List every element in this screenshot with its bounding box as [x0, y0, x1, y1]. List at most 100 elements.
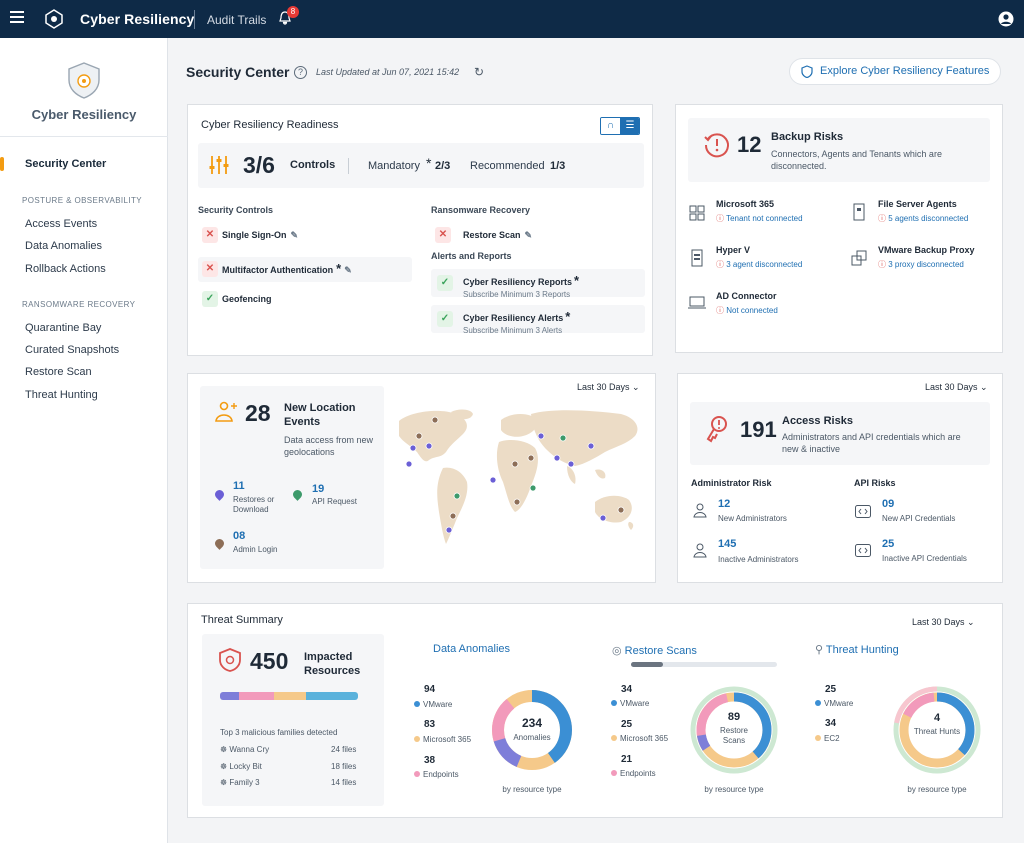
sidebar-item-restore-scan[interactable]: Restore Scan: [25, 366, 92, 378]
error-icon: ⓘ: [716, 214, 724, 223]
code-icon: [855, 505, 871, 518]
sidebar-section-posture: POSTURE & OBSERVABILITY: [22, 196, 143, 205]
location-pin-icon: [291, 488, 304, 501]
threat-hunts-donut[interactable]: [893, 686, 981, 774]
stat-value[interactable]: 12: [718, 498, 731, 510]
panel-title-data-anomalies[interactable]: Data Anomalies: [433, 643, 511, 655]
stat-label: New API Credentials: [882, 514, 956, 523]
reports-title: Cyber Resiliency Reports: [463, 277, 573, 287]
page-title: Security Center: [186, 64, 290, 80]
list-view-icon[interactable]: ☰: [620, 118, 639, 134]
edit-icon[interactable]: ✎: [344, 265, 352, 275]
audit-trails-link[interactable]: Audit Trails: [207, 13, 267, 27]
backup-item-status[interactable]: ⓘ Tenant not connected: [716, 214, 803, 223]
stat-value[interactable]: 08: [233, 530, 246, 542]
view-toggle[interactable]: ∩ ☰: [600, 117, 640, 135]
backup-item-name: Hyper V: [716, 245, 751, 255]
location-title: New Location Events: [284, 402, 356, 428]
ransomware-heading: Ransomware Recovery: [431, 205, 531, 215]
sidebar-item-security-center[interactable]: Security Center: [25, 158, 107, 170]
sidebar-item-threat-hunting[interactable]: Threat Hunting: [25, 389, 98, 401]
map-pin: [617, 506, 625, 514]
control-multifactor-authentication[interactable]: ✕ Multifactor Authentication * ✎: [198, 257, 412, 282]
edit-icon[interactable]: ✎: [290, 230, 299, 240]
range-dropdown[interactable]: Last 30 Days: [577, 382, 640, 393]
legend-dot-icon: [414, 736, 420, 742]
admin-risk-heading: Administrator Risk: [691, 478, 772, 488]
map-pin: [553, 454, 561, 462]
sidebar-item-data-anomalies[interactable]: Data Anomalies: [25, 240, 103, 252]
map-pin: [415, 432, 423, 440]
panel-stat-value: 38: [424, 755, 436, 766]
stat-label: API Request: [312, 497, 357, 506]
recommended-value: 1/3: [550, 160, 566, 172]
key-alert-icon: [706, 416, 727, 443]
shield-icon: [801, 65, 813, 78]
reports-subtitle: Subscribe Minimum 3 Reports: [463, 290, 571, 299]
family-name: ☸ Wanna Cry: [220, 745, 270, 754]
control-single-sign-on[interactable]: ✕ Single Sign-On ✎: [198, 225, 412, 247]
control-restore-scan[interactable]: ✕ Restore Scan ✎: [431, 225, 645, 247]
server-icon: [853, 203, 865, 221]
backup-item-status[interactable]: ⓘ 3 agent disconnected: [716, 260, 803, 269]
bug-icon: ☸: [220, 762, 228, 771]
range-dropdown[interactable]: Last 30 Days: [912, 617, 975, 628]
mandatory-label: Mandatory: [368, 160, 420, 172]
panel-title-threat-hunting[interactable]: ⚲ Threat Hunting: [815, 644, 899, 656]
menu-icon[interactable]: [10, 11, 24, 25]
help-icon[interactable]: ?: [294, 66, 307, 79]
backup-item-name: AD Connector: [716, 291, 777, 301]
refresh-icon[interactable]: ↻: [474, 65, 485, 79]
gauge-view-icon[interactable]: ∩: [601, 118, 620, 134]
panel-stat-label: Microsoft 365: [414, 735, 471, 744]
backup-item-status[interactable]: ⓘ 3 proxy disconnected: [878, 260, 964, 269]
required-asterisk: *: [336, 261, 342, 276]
backup-title: Backup Risks: [771, 131, 844, 143]
stat-value[interactable]: 11: [233, 480, 245, 492]
explore-features-button[interactable]: Explore Cyber Resiliency Features: [789, 58, 1001, 85]
controls-summary: 3/6 Controls Mandatory * 2/3 Recommended…: [198, 143, 644, 188]
active-indicator: [0, 157, 4, 171]
sidebar-item-rollback-actions[interactable]: Rollback Actions: [25, 263, 106, 275]
backup-item-name: Microsoft 365: [716, 199, 775, 209]
donut-center-value: 4: [933, 712, 941, 724]
stat-value[interactable]: 25: [882, 538, 895, 550]
control-alerts[interactable]: ✓ Cyber Resiliency Alerts * Subscribe Mini…: [431, 305, 645, 335]
backup-item-status[interactable]: ⓘ Not connected: [716, 306, 778, 315]
backup-item-name: VMware Backup Proxy: [878, 245, 975, 255]
control-geofencing[interactable]: ✓ Geofencing: [198, 289, 412, 311]
impacted-label: Impacted Resources: [304, 651, 361, 677]
readiness-card: Cyber Resiliency Readiness ∩ ☰ 3/6 Contr…: [187, 104, 653, 356]
panel-title-restore-scans[interactable]: ◎ Restore Scans: [612, 645, 697, 657]
sidebar-item-curated-snapshots[interactable]: Curated Snapshots: [25, 344, 120, 356]
controls-value: 3/6: [243, 152, 275, 178]
panel-stat-label: Microsoft 365: [611, 734, 668, 743]
alert-history-icon: [704, 133, 729, 158]
stat-value[interactable]: 09: [882, 498, 895, 510]
donut-center-value: 234: [521, 716, 543, 730]
panel-stat-label: VMware: [414, 700, 452, 709]
logo-icon: [45, 9, 63, 29]
edit-icon[interactable]: ✎: [524, 230, 533, 240]
stat-value[interactable]: 19: [312, 483, 325, 495]
range-dropdown[interactable]: Last 30 Days: [925, 382, 988, 393]
stat-label: New Administrators: [718, 514, 787, 523]
sidebar-item-quarantine-bay[interactable]: Quarantine Bay: [25, 322, 102, 334]
user-icon[interactable]: [998, 11, 1014, 27]
bar-segment: [273, 692, 306, 700]
legend-dot-icon: [611, 770, 617, 776]
anomalies-donut[interactable]: [490, 688, 574, 772]
error-icon: ⓘ: [716, 260, 724, 269]
security-controls-heading: Security Controls: [198, 205, 274, 215]
donut-center-value: 89: [727, 711, 741, 723]
stat-value[interactable]: 145: [718, 538, 737, 550]
backup-item-status[interactable]: ⓘ 5 agents disconnected: [878, 214, 969, 223]
map-pin: [405, 460, 413, 468]
app-name[interactable]: Cyber Resiliency: [80, 11, 195, 27]
control-reports[interactable]: ✓ Cyber Resiliency Reports * Subscribe Min…: [431, 269, 645, 299]
restore-scans-donut[interactable]: [690, 686, 778, 774]
alerts-title: Cyber Resiliency Alerts: [463, 313, 564, 323]
divider: [194, 10, 195, 29]
sidebar-item-access-events[interactable]: Access Events: [25, 218, 98, 230]
legend-dot-icon: [414, 701, 420, 707]
